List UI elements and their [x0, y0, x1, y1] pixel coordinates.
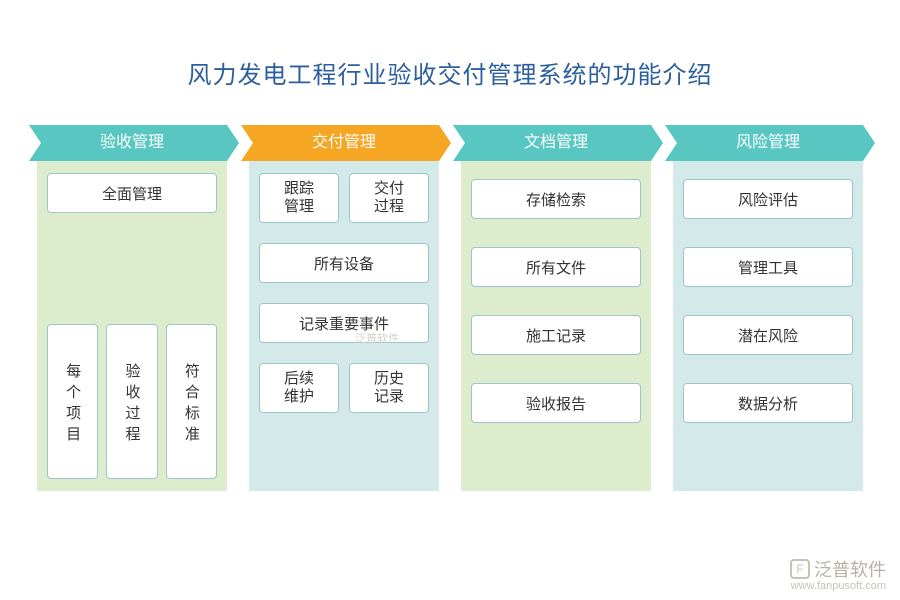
box-overall-management: 全面管理 — [47, 173, 217, 213]
column-header: 交付管理 — [241, 125, 439, 161]
box-acceptance-report: 验收报告 — [471, 383, 641, 423]
box-construction-records: 施工记录 — [471, 315, 641, 355]
footer-url: www.fanpusoft.com — [790, 580, 886, 592]
box-pair-row: 跟踪 管理 交付 过程 — [259, 173, 429, 223]
column-header: 文档管理 — [453, 125, 651, 161]
column-document: 文档管理 存储检索 所有文件 施工记录 验收报告 — [461, 125, 651, 491]
vbox-meets-standards: 符合标准 — [166, 324, 217, 479]
vertical-box-row: 每个项目 验收过程 符合标准 — [47, 324, 217, 479]
box-management-tools: 管理工具 — [683, 247, 853, 287]
logo-icon: F — [790, 559, 810, 579]
column-body: 存储检索 所有文件 施工记录 验收报告 — [461, 161, 651, 491]
box-data-analysis: 数据分析 — [683, 383, 853, 423]
column-body: 风险评估 管理工具 潜在风险 数据分析 — [673, 161, 863, 491]
box-subsequent-maintenance: 后续 维护 — [259, 363, 339, 413]
column-header: 验收管理 — [29, 125, 227, 161]
column-acceptance: 验收管理 全面管理 每个项目 验收过程 符合标准 — [37, 125, 227, 491]
column-delivery: 交付管理 跟踪 管理 交付 过程 所有设备 记录重要事件 后续 维护 历史 记录 — [249, 125, 439, 491]
box-history-record: 历史 记录 — [349, 363, 429, 413]
spacer — [47, 225, 217, 312]
vbox-each-project: 每个项目 — [47, 324, 98, 479]
box-all-equipment: 所有设备 — [259, 243, 429, 283]
footer-brand-text: 泛普软件 — [814, 556, 886, 582]
box-potential-risks: 潜在风险 — [683, 315, 853, 355]
footer-brand: F 泛普软件 — [790, 556, 886, 582]
footer: F 泛普软件 www.fanpusoft.com — [790, 556, 886, 592]
box-risk-assessment: 风险评估 — [683, 179, 853, 219]
box-pair-row: 后续 维护 历史 记录 — [259, 363, 429, 413]
column-risk: 风险管理 风险评估 管理工具 潜在风险 数据分析 — [673, 125, 863, 491]
column-header: 风险管理 — [665, 125, 863, 161]
page-title: 风力发电工程行业验收交付管理系统的功能介绍 — [0, 0, 900, 125]
columns-container: 验收管理 全面管理 每个项目 验收过程 符合标准 交付管理 跟踪 管理 交付 过… — [0, 125, 900, 491]
column-body: 跟踪 管理 交付 过程 所有设备 记录重要事件 后续 维护 历史 记录 — [249, 161, 439, 491]
box-delivery-process: 交付 过程 — [349, 173, 429, 223]
box-tracking-management: 跟踪 管理 — [259, 173, 339, 223]
box-record-important-events: 记录重要事件 — [259, 303, 429, 343]
column-body: 全面管理 每个项目 验收过程 符合标准 — [37, 161, 227, 491]
vbox-acceptance-process: 验收过程 — [106, 324, 157, 479]
box-storage-retrieval: 存储检索 — [471, 179, 641, 219]
box-all-files: 所有文件 — [471, 247, 641, 287]
